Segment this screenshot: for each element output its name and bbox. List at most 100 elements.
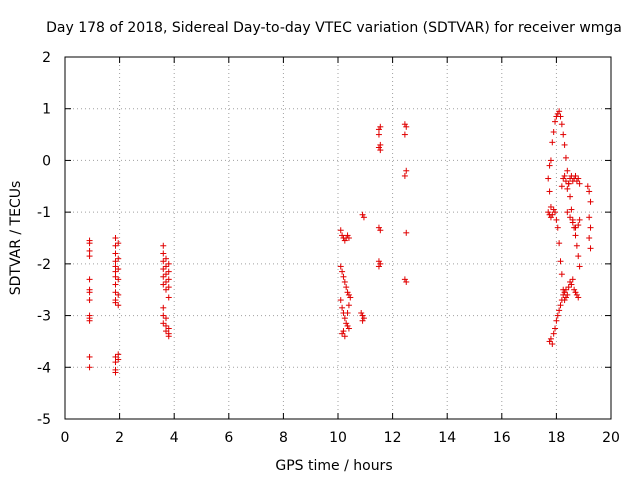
data-point <box>377 141 384 148</box>
data-point <box>86 317 93 324</box>
data-point <box>558 183 565 190</box>
data-point <box>112 353 119 360</box>
data-point <box>564 291 571 298</box>
data-point <box>587 198 594 205</box>
data-point <box>358 309 365 316</box>
data-point <box>550 206 557 213</box>
x-tick-label: 20 <box>602 430 620 446</box>
x-tick-label: 12 <box>384 430 402 446</box>
data-point <box>337 227 344 234</box>
x-tick-label: 16 <box>493 430 511 446</box>
data-point <box>575 253 582 260</box>
data-point <box>375 258 382 265</box>
data-points <box>86 108 594 376</box>
data-point <box>403 278 410 285</box>
data-point <box>165 325 172 332</box>
data-point <box>575 222 582 229</box>
data-point <box>586 188 593 195</box>
x-tick-label: 10 <box>329 430 347 446</box>
data-point <box>547 214 554 221</box>
data-point <box>360 315 367 322</box>
data-point <box>115 351 122 358</box>
data-point <box>160 266 167 273</box>
data-point <box>163 255 170 262</box>
data-point <box>375 131 382 138</box>
data-point <box>546 188 553 195</box>
data-point <box>586 214 593 221</box>
data-point <box>553 317 560 324</box>
data-point <box>587 245 594 252</box>
data-point <box>165 333 172 340</box>
data-point <box>339 304 346 311</box>
y-tick-label: -4 <box>37 360 51 376</box>
data-point <box>553 216 560 223</box>
y-tick-label: -3 <box>37 309 51 325</box>
data-point <box>568 206 575 213</box>
data-point <box>112 369 119 376</box>
data-point <box>163 278 170 285</box>
data-point <box>86 276 93 283</box>
data-point <box>341 278 348 285</box>
data-point <box>554 312 561 319</box>
data-point <box>377 227 384 234</box>
data-point <box>558 121 565 128</box>
data-point <box>546 162 553 169</box>
data-point <box>341 333 348 340</box>
data-point <box>547 157 554 164</box>
data-point <box>587 224 594 231</box>
x-tick-label: 4 <box>170 430 179 446</box>
x-axis-label: GPS time / hours <box>275 458 392 474</box>
data-point <box>561 141 568 148</box>
data-point <box>576 180 583 187</box>
data-point <box>569 219 576 226</box>
data-point <box>576 263 583 270</box>
data-point <box>339 268 346 275</box>
data-point <box>557 302 564 309</box>
data-point <box>571 286 578 293</box>
data-point <box>343 320 350 327</box>
data-point <box>560 286 567 293</box>
data-point <box>160 258 167 265</box>
data-point <box>160 304 167 311</box>
data-point <box>547 335 554 342</box>
data-point <box>377 147 384 154</box>
data-point <box>575 175 582 182</box>
data-point <box>165 284 172 291</box>
chart-title: Day 178 of 2018, Sidereal Day-to-day VTE… <box>46 20 622 36</box>
data-point <box>112 268 119 275</box>
data-point <box>112 263 119 270</box>
y-tick-label: 2 <box>42 50 51 66</box>
data-point <box>552 209 559 216</box>
data-point <box>552 325 559 332</box>
x-tick-label: 2 <box>115 430 124 446</box>
data-point <box>163 263 170 270</box>
data-point <box>568 281 575 288</box>
data-point <box>112 258 119 265</box>
data-point <box>567 193 574 200</box>
data-point <box>556 307 563 314</box>
data-point <box>112 250 119 257</box>
data-point <box>344 322 351 329</box>
data-point <box>564 185 571 192</box>
data-point <box>163 315 170 322</box>
data-point <box>575 294 582 301</box>
data-point <box>377 260 384 267</box>
data-point <box>556 240 563 247</box>
data-point <box>560 131 567 138</box>
data-point <box>567 214 574 221</box>
data-point <box>115 255 122 262</box>
data-point <box>86 289 93 296</box>
data-point <box>163 286 170 293</box>
data-point <box>401 121 408 128</box>
data-point <box>545 175 552 182</box>
data-point <box>572 172 579 179</box>
data-point <box>573 291 580 298</box>
data-point <box>359 317 366 324</box>
data-point <box>564 167 571 174</box>
data-point <box>375 126 382 133</box>
data-point <box>86 353 93 360</box>
x-tick-label: 18 <box>547 430 565 446</box>
data-point <box>401 131 408 138</box>
data-point <box>401 172 408 179</box>
